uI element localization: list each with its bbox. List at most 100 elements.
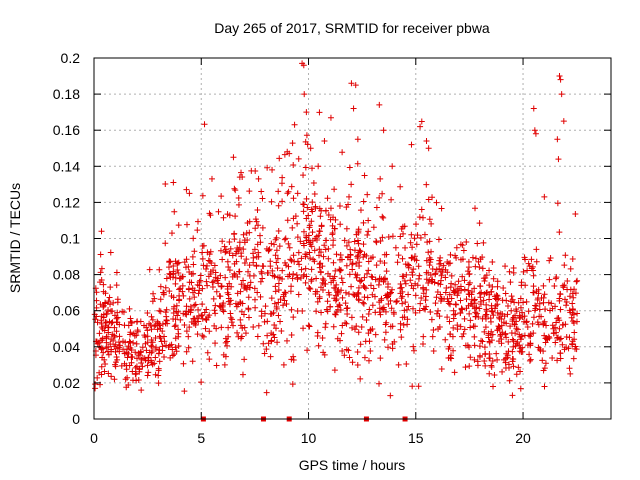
data-point [500,285,507,292]
data-point [536,306,543,313]
data-point [357,375,364,382]
data-point [526,263,533,270]
data-point [511,321,518,328]
data-point [497,310,504,317]
data-point [320,277,327,284]
data-point [237,316,244,323]
data-point [486,370,493,377]
data-point [144,339,151,346]
data-point [365,228,372,235]
data-point [381,260,388,267]
data-point [218,193,225,200]
data-point [333,281,340,288]
data-point [243,256,250,263]
data-point [286,271,293,278]
data-point [253,262,260,269]
data-point [452,281,459,288]
data-point [298,266,305,273]
data-point [296,261,303,268]
data-point [332,216,339,223]
data-point [185,333,192,340]
data-point [111,333,118,340]
data-point [261,310,268,317]
data-point [224,342,231,349]
data-point [567,370,574,377]
data-point [268,310,275,317]
data-point [112,348,119,355]
data-point [517,304,524,311]
data-point [165,343,172,350]
data-point [172,322,179,329]
data-point [275,202,282,209]
data-point [541,332,548,339]
data-point [509,358,516,365]
data-point [100,281,107,288]
data-point [566,307,573,314]
data-point [212,302,219,309]
data-point [412,280,419,287]
data-point [226,280,233,287]
data-point [546,257,553,264]
data-point [395,252,402,259]
data-point [540,282,547,289]
data-point [383,268,390,275]
data-point [503,297,510,304]
data-point [461,326,468,333]
data-point [152,354,159,361]
data-point [494,327,501,334]
data-point [204,262,211,269]
data-point [319,335,326,342]
data-point [132,349,139,356]
data-point [556,229,563,236]
data-point [231,231,238,238]
data-point [303,132,310,139]
data-point [168,341,175,348]
data-point [397,326,404,333]
data-point [447,251,454,258]
data-point [359,299,366,306]
data-point [98,363,105,370]
data-point [556,317,563,324]
data-point [300,228,307,235]
data-point [105,351,112,358]
data-point [98,324,105,331]
data-point [472,205,479,212]
data-point [94,319,101,326]
data-point [490,275,497,282]
data-point [471,333,478,340]
y-tick-label: 0.12 [53,194,80,210]
data-point [559,341,566,348]
data-point [201,309,208,316]
data-point [398,295,405,302]
data-point [336,202,343,209]
data-point [402,280,409,287]
data-point [466,363,473,370]
data-point [204,282,211,289]
data-point [294,274,301,281]
data-point [354,237,361,244]
data-point [432,300,439,307]
data-point [477,283,484,290]
data-point [324,298,331,305]
data-point [408,141,415,148]
data-point [252,216,259,223]
data-point [285,188,292,195]
data-point [507,323,514,330]
data-point [113,269,120,276]
data-point [314,298,321,305]
data-point [302,265,309,272]
data-point [138,356,145,363]
data-point [516,315,523,322]
data-point [309,229,316,236]
data-point [189,358,196,365]
data-point [134,355,141,362]
data-point [265,247,272,254]
data-point [476,305,483,312]
data-point [128,320,135,327]
data-point [429,278,436,285]
data-point [132,364,139,371]
data-point [338,330,345,337]
data-point [120,309,127,316]
data-point [321,138,328,145]
data-point [376,278,383,285]
